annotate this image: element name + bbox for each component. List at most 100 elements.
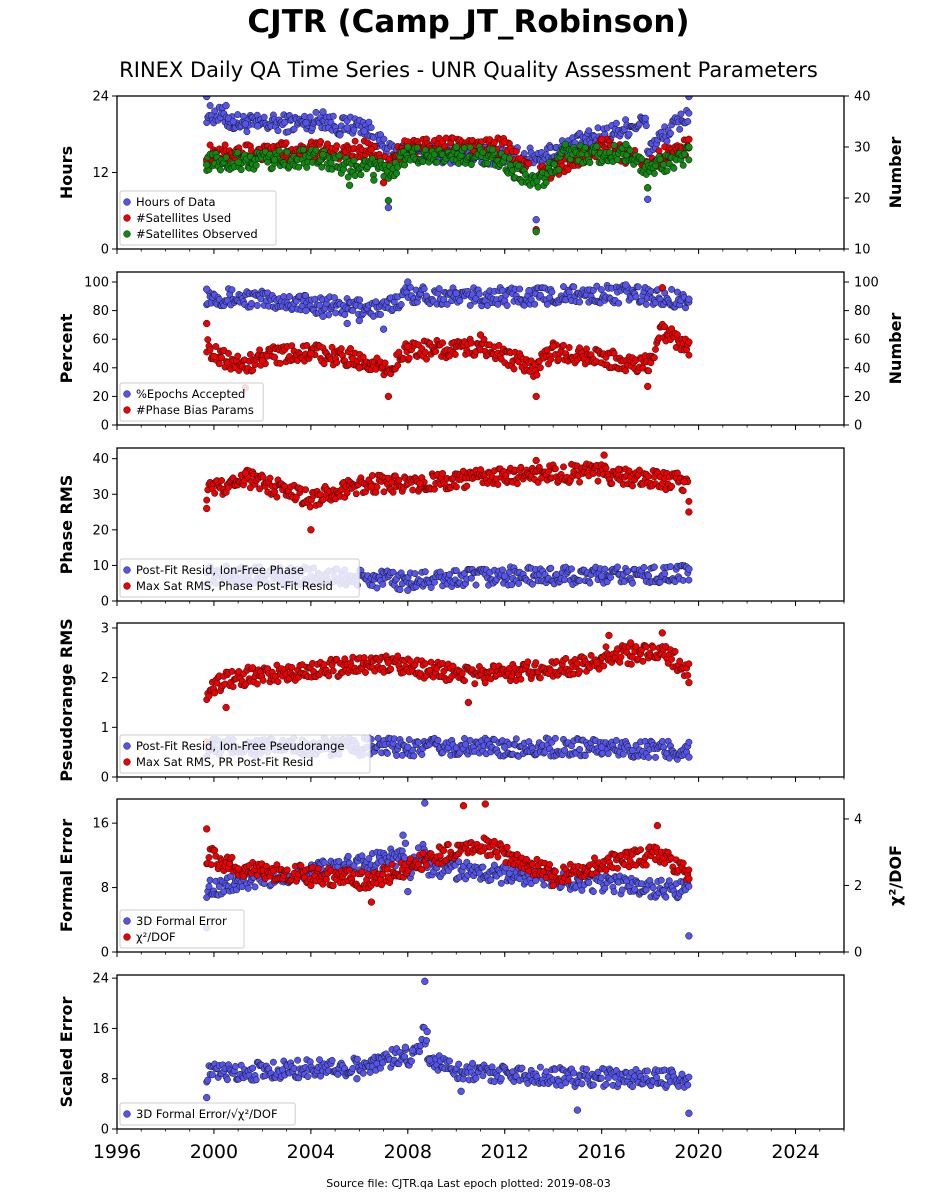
data-point bbox=[618, 886, 626, 894]
legend-entry: Max Sat RMS, PR Post-Fit Resid bbox=[136, 755, 313, 769]
data-point bbox=[228, 853, 236, 861]
data-point bbox=[671, 648, 679, 655]
data-point bbox=[685, 565, 693, 573]
data-point bbox=[512, 148, 520, 155]
data-point bbox=[351, 172, 359, 180]
data-point bbox=[555, 166, 563, 174]
data-point bbox=[614, 465, 623, 473]
data-point bbox=[471, 680, 479, 688]
data-point bbox=[650, 354, 658, 362]
data-point bbox=[467, 339, 475, 347]
data-point bbox=[561, 576, 569, 584]
y-tick-label: 1 bbox=[101, 721, 109, 736]
data-point bbox=[311, 295, 319, 303]
data-point bbox=[295, 163, 303, 171]
data-point bbox=[343, 124, 351, 132]
data-point bbox=[501, 743, 509, 751]
data-point bbox=[564, 166, 572, 174]
data-point bbox=[638, 880, 646, 888]
y-tick-label: 20 bbox=[92, 523, 109, 538]
data-point bbox=[436, 852, 444, 860]
data-point bbox=[677, 110, 685, 118]
data-point bbox=[406, 855, 414, 863]
data-point bbox=[404, 143, 412, 151]
data-point bbox=[384, 196, 393, 205]
data-point bbox=[302, 292, 310, 299]
data-point bbox=[234, 865, 242, 873]
data-point bbox=[490, 837, 498, 845]
data-point bbox=[680, 478, 688, 486]
data-point bbox=[282, 139, 290, 147]
data-point bbox=[551, 867, 559, 875]
data-point bbox=[423, 355, 430, 363]
data-point bbox=[461, 735, 468, 742]
data-point bbox=[344, 852, 352, 860]
data-point bbox=[229, 117, 237, 126]
data-point bbox=[397, 301, 405, 308]
data-point bbox=[431, 578, 438, 586]
data-point bbox=[576, 745, 584, 753]
data-point bbox=[319, 108, 327, 116]
data-point bbox=[602, 643, 610, 651]
data-point bbox=[612, 119, 620, 127]
data-point bbox=[673, 331, 681, 339]
data-point bbox=[583, 345, 590, 353]
data-point bbox=[249, 366, 257, 374]
y-right-axis-label: Number bbox=[886, 137, 905, 209]
data-point bbox=[274, 127, 282, 135]
y-right-tick-label: 0 bbox=[854, 419, 862, 434]
data-point bbox=[466, 736, 474, 744]
data-point bbox=[440, 296, 448, 304]
data-point bbox=[481, 679, 489, 687]
data-point bbox=[479, 863, 487, 871]
data-point bbox=[533, 371, 541, 379]
data-point bbox=[367, 483, 376, 491]
data-point bbox=[685, 497, 693, 505]
data-point bbox=[322, 875, 330, 883]
data-point bbox=[341, 655, 349, 663]
data-point bbox=[329, 112, 337, 120]
data-point bbox=[546, 861, 554, 868]
data-point bbox=[658, 737, 666, 745]
data-point bbox=[444, 840, 452, 848]
data-point bbox=[229, 683, 237, 691]
data-point bbox=[455, 858, 463, 866]
data-point bbox=[499, 566, 506, 574]
data-point bbox=[404, 887, 412, 896]
data-point bbox=[271, 353, 279, 361]
data-point bbox=[568, 565, 575, 573]
data-point bbox=[241, 469, 250, 477]
y-tick-label: 10 bbox=[92, 559, 109, 574]
data-point bbox=[576, 577, 584, 585]
data-point bbox=[307, 526, 315, 534]
y-right-tick-label: 100 bbox=[854, 276, 879, 291]
data-point bbox=[316, 302, 323, 309]
data-point bbox=[593, 659, 601, 667]
data-point bbox=[452, 483, 460, 491]
data-point bbox=[548, 288, 556, 296]
data-point bbox=[490, 861, 498, 869]
data-point bbox=[234, 111, 242, 119]
y-axis-label: Phase RMS bbox=[57, 475, 76, 575]
data-point bbox=[243, 128, 251, 136]
legend-entry: #Satellites Observed bbox=[136, 227, 258, 241]
data-point bbox=[320, 859, 328, 867]
data-point bbox=[647, 287, 655, 295]
legend-box bbox=[119, 382, 264, 422]
y-tick-label: 0 bbox=[101, 595, 109, 610]
data-point bbox=[532, 456, 540, 465]
data-point bbox=[394, 361, 402, 369]
y-right-tick-label: 20 bbox=[854, 390, 871, 405]
data-point bbox=[490, 138, 498, 146]
data-point bbox=[608, 480, 616, 487]
data-point bbox=[419, 849, 427, 857]
data-point bbox=[517, 675, 525, 683]
data-point bbox=[333, 142, 341, 150]
data-point bbox=[252, 161, 260, 169]
data-point bbox=[598, 572, 606, 580]
data-point bbox=[598, 743, 606, 751]
subtitle: RINEX Daily QA Time Series - UNR Quality… bbox=[119, 58, 818, 82]
data-point bbox=[536, 364, 544, 372]
data-point bbox=[645, 572, 653, 580]
